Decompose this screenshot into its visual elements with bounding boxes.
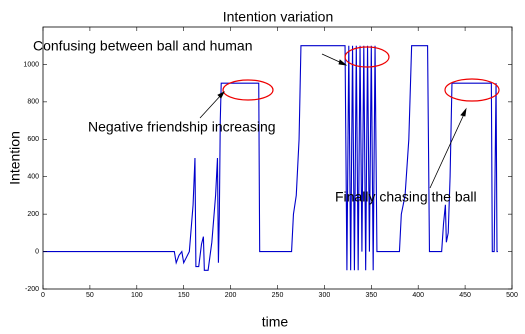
data-line bbox=[43, 45, 498, 271]
arrow-head bbox=[338, 59, 348, 66]
highlight-ellipse bbox=[444, 78, 500, 102]
annotation: Negative friendship increasing bbox=[88, 119, 276, 135]
x-axis-label: time bbox=[262, 314, 289, 330]
x-tick-label: 450 bbox=[459, 292, 471, 299]
y-tick-label: 600 bbox=[27, 136, 39, 143]
x-tick-label: 350 bbox=[365, 292, 377, 299]
y-tick-label: 400 bbox=[27, 174, 39, 181]
y-tick-label: 200 bbox=[27, 211, 39, 218]
arrow-head bbox=[217, 91, 225, 99]
highlight-ellipse bbox=[222, 79, 274, 101]
x-tick-label: 500 bbox=[506, 292, 518, 299]
arrow bbox=[429, 111, 466, 189]
chart-title: Intention variation bbox=[223, 9, 334, 25]
x-tick-label: 0 bbox=[41, 292, 45, 299]
y-tick-label: 0 bbox=[35, 248, 39, 255]
x-tick-label: 400 bbox=[412, 292, 424, 299]
x-tick-label: 200 bbox=[225, 292, 237, 299]
x-tick-label: 100 bbox=[131, 292, 143, 299]
annotation: Confusing between ball and human bbox=[33, 38, 253, 54]
y-tick-label: 1000 bbox=[23, 61, 39, 68]
x-tick-label: 150 bbox=[178, 292, 190, 299]
arrow bbox=[199, 93, 223, 119]
arrows bbox=[199, 53, 467, 189]
y-tick-label: -200 bbox=[25, 286, 39, 293]
x-tick-label: 50 bbox=[86, 292, 94, 299]
x-tick-label: 250 bbox=[272, 292, 284, 299]
arrow-head bbox=[460, 107, 467, 117]
plot bbox=[43, 45, 498, 271]
highlight-ellipse bbox=[344, 46, 390, 68]
y-axis-label: Intention bbox=[7, 131, 23, 185]
x-tick-label: 300 bbox=[319, 292, 331, 299]
plot-area bbox=[42, 26, 513, 290]
annotation: Finally chasing the ball bbox=[335, 189, 477, 205]
y-tick-label: 800 bbox=[27, 99, 39, 106]
